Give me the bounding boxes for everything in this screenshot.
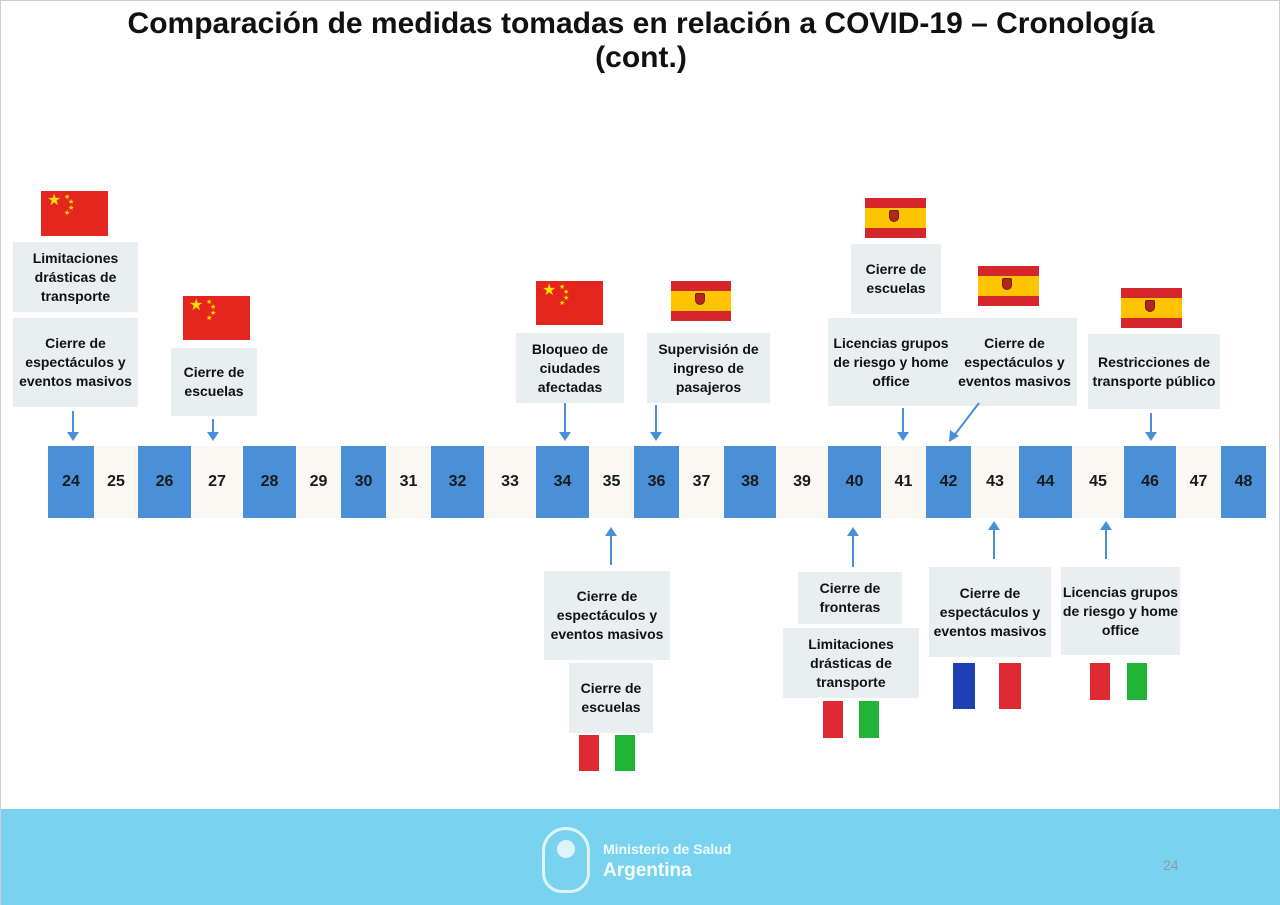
- spain-flag-icon: [671, 281, 731, 321]
- arrow-to-day-24: [67, 411, 79, 441]
- day-cell-37: 37: [679, 446, 724, 518]
- day-cell-41: 41: [881, 446, 926, 518]
- event-label-transport-limits-40: Limitaciones drásticas de transporte: [783, 628, 919, 698]
- event-label-events-closure-43: Cierre de espectáculos y eventos masivos: [929, 567, 1051, 657]
- day-cell-24: 24: [48, 446, 94, 518]
- argentina-emblem-icon: [542, 827, 590, 893]
- arrow-to-day-34: [559, 403, 571, 441]
- day-cell-30: 30: [341, 446, 386, 518]
- event-label-events-closure-24: Cierre de espectáculos y eventos masivos: [13, 318, 138, 407]
- country-name: Argentina: [603, 860, 692, 881]
- arrow-to-day-45: [1100, 521, 1112, 559]
- slide-title: Comparación de medidas tomadas en relaci…: [21, 7, 1261, 75]
- event-label-risk-leave-41: Licencias grupos de riesgo y home office: [828, 318, 954, 406]
- arrow-to-day-27: [207, 419, 219, 441]
- day-cell-26: 26: [138, 446, 191, 518]
- spain-flag-icon: [1121, 288, 1182, 328]
- spain-flag-icon: [978, 266, 1039, 306]
- arrow-to-day-43: [988, 521, 1000, 559]
- day-cell-47: 47: [1176, 446, 1221, 518]
- event-label-school-closure-27: Cierre de escuelas: [171, 348, 257, 416]
- spain-flag-icon: [865, 198, 926, 238]
- event-label-school-closure-35: Cierre de escuelas: [569, 663, 653, 733]
- day-cell-44: 44: [1019, 446, 1072, 518]
- day-cell-31: 31: [386, 446, 431, 518]
- day-cell-42: 42: [926, 446, 971, 518]
- arrow-to-day-46: [1145, 413, 1157, 441]
- day-cell-35: 35: [589, 446, 634, 518]
- event-label-passenger-supervision-36: Supervisión de ingreso de pasajeros: [647, 333, 770, 403]
- china-flag-icon: ★ ★ ★ ★ ★: [183, 296, 250, 340]
- day-cell-34: 34: [536, 446, 589, 518]
- day-cell-36: 36: [634, 446, 679, 518]
- day-cell-32: 32: [431, 446, 484, 518]
- event-label-events-closure-42: Cierre de espectáculos y eventos masivos: [952, 318, 1077, 406]
- title-line-1: Comparación de medidas tomadas en relaci…: [127, 7, 1155, 40]
- footer-band: [1, 809, 1280, 905]
- day-cell-27: 27: [191, 446, 243, 518]
- arrow-to-day-35: [605, 527, 617, 565]
- day-cell-48: 48: [1221, 446, 1266, 518]
- event-label-border-closure-40: Cierre de fronteras: [798, 572, 902, 624]
- day-cell-46: 46: [1124, 446, 1176, 518]
- arrow-to-day-40: [847, 527, 859, 567]
- event-label-events-closure-35: Cierre de espectáculos y eventos masivos: [544, 571, 670, 660]
- china-flag-icon: ★ ★ ★ ★ ★: [41, 191, 108, 236]
- ministry-name: Ministerio de Salud: [603, 841, 732, 857]
- arrow-to-day-42: [949, 402, 980, 442]
- day-cell-28: 28: [243, 446, 296, 518]
- day-cell-29: 29: [296, 446, 341, 518]
- day-cell-40: 40: [828, 446, 881, 518]
- day-cell-39: 39: [776, 446, 828, 518]
- day-cell-25: 25: [94, 446, 138, 518]
- title-line-2: (cont.): [595, 41, 687, 74]
- day-cell-43: 43: [971, 446, 1019, 518]
- event-label-risk-leave-45: Licencias grupos de riesgo y home office: [1061, 567, 1180, 655]
- arrow-to-day-36: [650, 405, 662, 441]
- event-label-city-lockdown-34: Bloqueo de ciudades afectadas: [516, 333, 624, 403]
- page-number: 24: [1163, 857, 1179, 873]
- day-cell-45: 45: [1072, 446, 1124, 518]
- arrow-to-day-41: [897, 408, 909, 441]
- day-cell-33: 33: [484, 446, 536, 518]
- event-label-public-transport-46: Restricciones de transporte público: [1088, 334, 1220, 409]
- event-label-school-closure-41: Cierre de escuelas: [851, 244, 941, 314]
- day-cell-38: 38: [724, 446, 776, 518]
- event-label-transport-limits-24: Limitaciones drásticas de transporte: [13, 242, 138, 312]
- china-flag-icon: ★ ★ ★ ★ ★: [536, 281, 603, 325]
